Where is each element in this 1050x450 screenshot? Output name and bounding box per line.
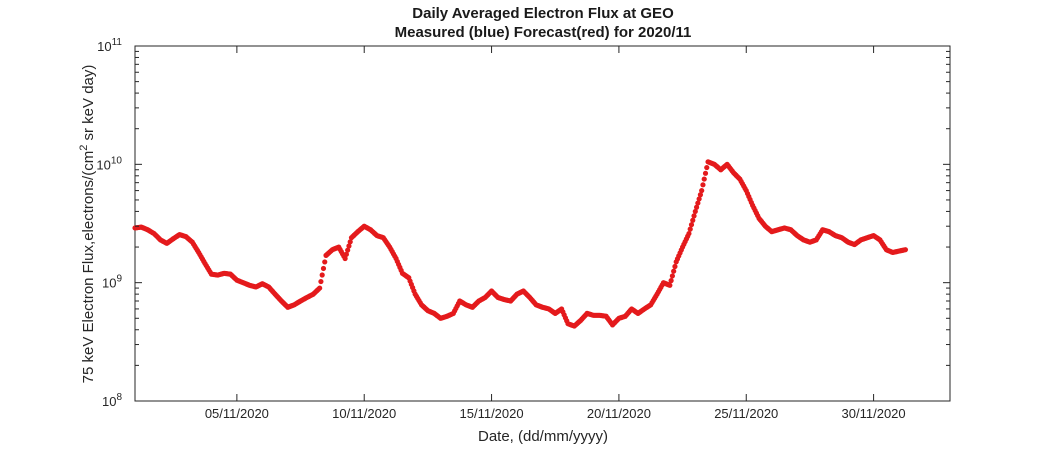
x-tick-label: 25/11/2020 bbox=[714, 406, 778, 421]
x-tick-label: 30/11/2020 bbox=[842, 406, 906, 421]
data-point bbox=[342, 255, 348, 262]
data-point bbox=[692, 208, 698, 215]
data-point-interp bbox=[690, 217, 696, 223]
x-tick-label: 05/11/2020 bbox=[205, 406, 269, 421]
data-point-interp bbox=[704, 164, 710, 171]
y-ticks: 108 109 1010 1011 bbox=[96, 37, 950, 409]
data-point-interp bbox=[343, 251, 349, 257]
data-point-interp bbox=[347, 239, 353, 245]
data-point-interp bbox=[693, 204, 700, 210]
x-tick-label: 15/11/2020 bbox=[460, 406, 524, 421]
data-point-interp bbox=[346, 243, 352, 249]
plot-axes bbox=[134, 45, 951, 402]
chart-title-line-2: Measured (blue) Forecast(red) for 2020/1… bbox=[395, 24, 692, 41]
data-point-interp bbox=[700, 182, 706, 188]
data-point-interp bbox=[322, 259, 328, 265]
x-tick-label: 20/11/2020 bbox=[587, 406, 651, 421]
data-point-interp bbox=[318, 278, 324, 285]
data-point-interp bbox=[669, 273, 675, 279]
data-point-interp bbox=[688, 222, 695, 228]
data-point-interp bbox=[672, 263, 678, 270]
data-point-interp bbox=[701, 176, 707, 182]
chart-title: Daily Averaged Electron Flux at GEO Meas… bbox=[395, 5, 692, 41]
data-point bbox=[699, 187, 705, 194]
x-ticks: 05/11/2020 10/11/2020 15/11/2020 20/11/2020… bbox=[205, 46, 906, 421]
data-points bbox=[132, 159, 909, 329]
data-point-interp bbox=[345, 247, 351, 253]
data-point-interp bbox=[691, 213, 697, 219]
y-tick-label: 1010 bbox=[96, 155, 122, 172]
data-point bbox=[667, 282, 673, 288]
y-axis-label-main: 75 keV Electron Flux,electrons/(cm bbox=[80, 151, 97, 384]
chart-title-line-1: Daily Averaged Electron Flux at GEO bbox=[412, 5, 674, 22]
y-tick-label: 108 bbox=[102, 392, 122, 409]
y-tick-label: 1011 bbox=[97, 37, 122, 54]
data-point-interp bbox=[702, 170, 709, 176]
y-axis-label: 75 keV Electron Flux,electrons/(cm2 sr k… bbox=[78, 65, 97, 384]
data-point-interp bbox=[687, 226, 693, 232]
data-point-interp bbox=[696, 196, 702, 202]
x-tick-label: 10/11/2020 bbox=[332, 406, 396, 421]
data-point-interp bbox=[697, 192, 704, 198]
data-point-interp bbox=[320, 265, 327, 272]
y-tick-label: 109 bbox=[102, 274, 122, 291]
data-point-interp bbox=[695, 200, 701, 206]
y-axis-label-rest: sr keV day) bbox=[80, 65, 97, 145]
plot-frame bbox=[134, 45, 951, 402]
data-point-interp bbox=[319, 272, 325, 278]
data-point-interp bbox=[671, 268, 677, 274]
data-point bbox=[317, 285, 323, 291]
data-point bbox=[902, 247, 909, 253]
y-axis-label-superscript: 2 bbox=[78, 145, 90, 151]
x-axis-label: Date, (dd/mm/yyyy) bbox=[478, 428, 608, 445]
data-point bbox=[686, 230, 692, 237]
data-point-interp bbox=[668, 278, 674, 284]
